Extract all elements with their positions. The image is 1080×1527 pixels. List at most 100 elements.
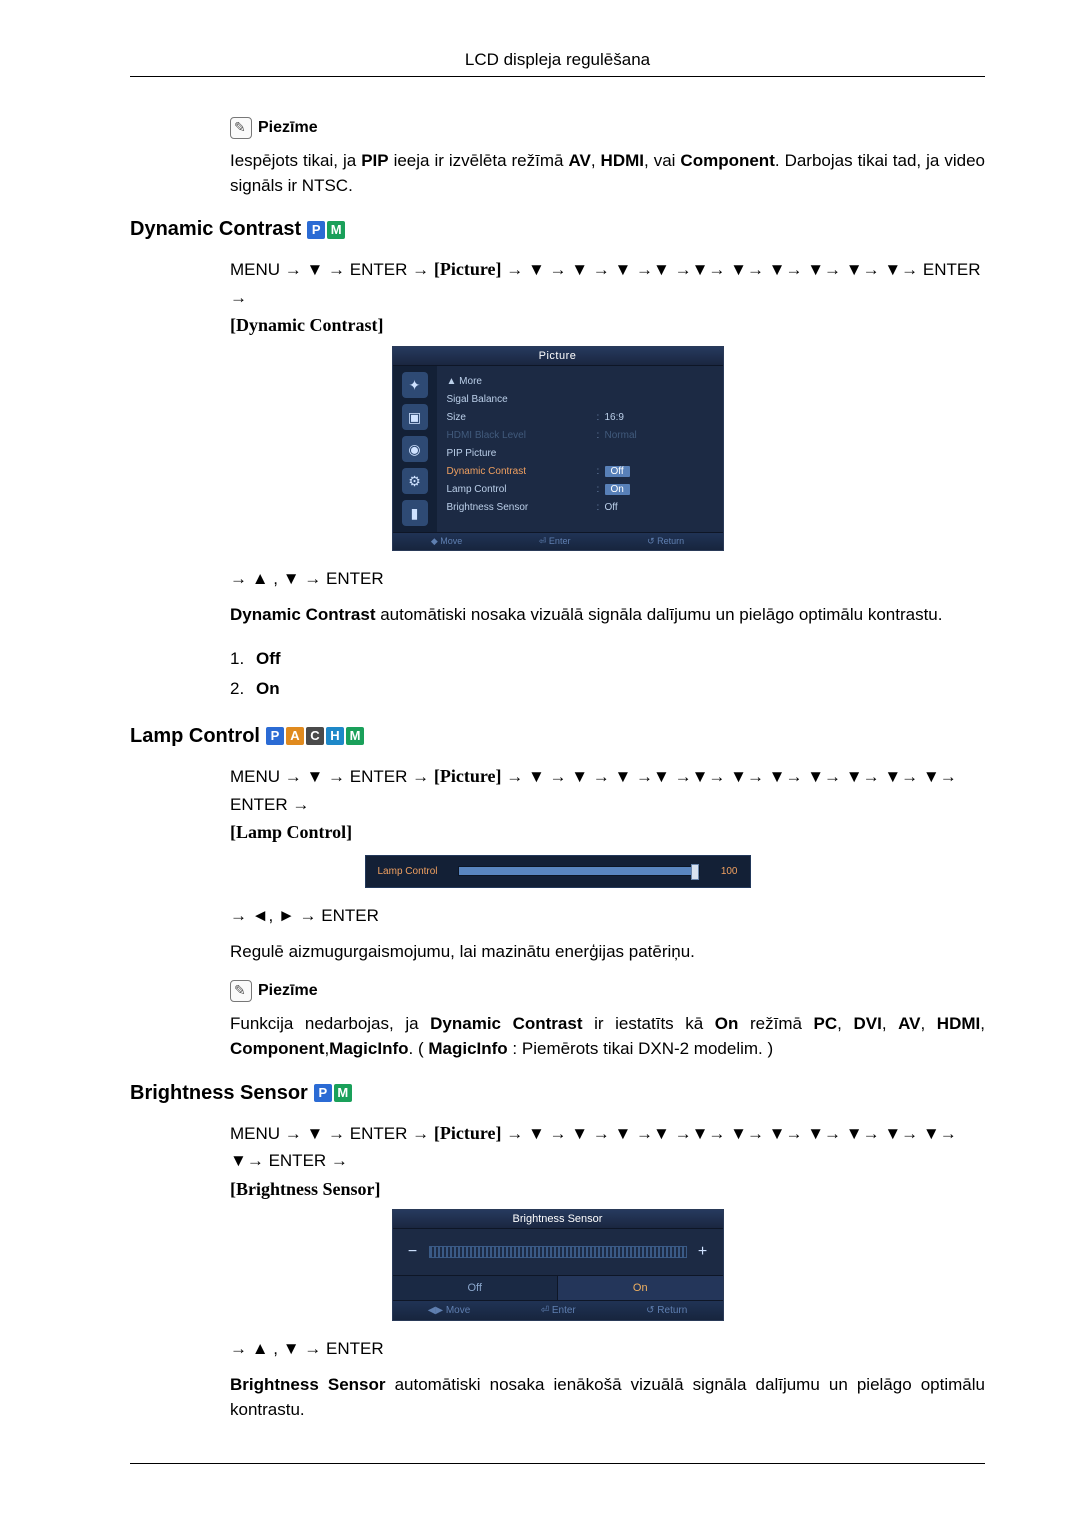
- section-title-lamp-control: Lamp Control PACHM: [130, 725, 985, 748]
- menu-prefix: MENU → ▼ → ENTER →: [230, 1124, 434, 1143]
- osd-footer-item: ⏎ Enter: [541, 1305, 576, 1316]
- plus-icon[interactable]: +: [697, 1243, 709, 1261]
- page-header: LCD displeja regulēšana: [130, 50, 985, 70]
- osd-bs-on-button[interactable]: On: [558, 1275, 723, 1300]
- osd-row[interactable]: Dynamic Contrast:Off: [447, 462, 713, 480]
- osd-side-icon[interactable]: ▮: [402, 500, 428, 526]
- osd-footer-item: ◆ Move: [431, 536, 462, 547]
- osd-row[interactable]: ▲ More: [447, 372, 713, 390]
- osd-row-label: HDMI Black Level: [447, 430, 597, 441]
- osd-side-icon[interactable]: ⚙: [402, 468, 428, 494]
- osd-row[interactable]: Size:16:9: [447, 408, 713, 426]
- menu-enter: ENTER →: [230, 795, 309, 814]
- osd-bs-buttons: Off On: [393, 1275, 723, 1300]
- osd-colon: :: [597, 466, 605, 477]
- osd-lamp-label: Lamp Control: [378, 866, 448, 877]
- osd-bs-slider-row: − +: [393, 1229, 723, 1275]
- section-title-text: Dynamic Contrast: [130, 218, 301, 241]
- osd-row[interactable]: HDMI Black Level:Normal: [447, 426, 713, 444]
- note-label: Piezīme: [258, 119, 318, 137]
- osd-brightness-sensor: Brightness Sensor − + Off On ◀▶ Move ⏎ En…: [392, 1209, 724, 1321]
- osd-row-label: PIP Picture: [447, 448, 597, 459]
- osd-picture: Picture ✦▣◉⚙▮ ▲ MoreSigal BalanceSize:16…: [392, 346, 724, 551]
- osd-row-label: Size: [447, 412, 597, 423]
- osd-side-icon[interactable]: ▣: [402, 404, 428, 430]
- bracket-term-dc: [Dynamic Contrast]: [230, 315, 383, 335]
- list-item: 2.On: [230, 674, 985, 705]
- osd-bs-title: Brightness Sensor: [393, 1210, 723, 1229]
- mode-badge: A: [286, 727, 304, 745]
- osd-row-label: Brightness Sensor: [447, 502, 597, 513]
- osd-lamp-bar[interactable]: [458, 866, 700, 876]
- badge-strip-lc: PACHM: [266, 727, 364, 745]
- mode-badge: P: [314, 1084, 332, 1102]
- osd-content: ▲ MoreSigal BalanceSize:16:9HDMI Black L…: [437, 366, 723, 532]
- section-title-text: Lamp Control: [130, 725, 260, 748]
- osd-row[interactable]: Brightness Sensor:Off: [447, 498, 713, 516]
- mode-badge: M: [346, 727, 364, 745]
- pencil-icon: [230, 117, 252, 139]
- desc-dc: Dynamic Contrast automātiski nosaka vizu…: [230, 603, 985, 628]
- desc-lc: Regulē aizmugurgaismojumu, lai mazinātu …: [230, 940, 985, 965]
- osd-lamp-fill: [459, 867, 699, 875]
- note-row: Piezīme: [230, 117, 985, 139]
- osd-row-value: Off: [605, 502, 618, 513]
- intro-note-text: Iespējots tikai, ja PIP ieeja ir izvēlēt…: [230, 149, 985, 198]
- osd-bs-footer: ◀▶ Move ⏎ Enter ↺ Return: [393, 1300, 723, 1320]
- menu-prefix: MENU → ▼ → ENTER →: [230, 767, 434, 786]
- osd-bs-slider[interactable]: [429, 1246, 687, 1258]
- osd-row-label: ▲ More: [447, 376, 597, 387]
- mode-badge: C: [306, 727, 324, 745]
- section-title-dynamic-contrast: Dynamic Contrast PM: [130, 218, 985, 241]
- osd-footer-item: ◀▶ Move: [428, 1305, 471, 1316]
- osd-row-value: Normal: [605, 430, 637, 441]
- osd-footer-item: ↺ Return: [646, 1305, 687, 1316]
- osd-footer-item: ↺ Return: [647, 536, 684, 547]
- osd-row[interactable]: Sigal Balance: [447, 390, 713, 408]
- mode-badge: M: [327, 221, 345, 239]
- menu-path-lc: MENU → ▼ → ENTER → [Picture] → ▼ → ▼ → ▼…: [230, 762, 985, 847]
- osd-side-icon[interactable]: ✦: [402, 372, 428, 398]
- osd-bs-off-button[interactable]: Off: [393, 1275, 559, 1300]
- osd-row-value: 16:9: [605, 412, 624, 423]
- osd-footer-item: ⏎ Enter: [539, 536, 571, 547]
- pencil-icon: [230, 980, 252, 1002]
- nav-line-dc: → ▲ , ▼ → ENTER: [230, 569, 985, 589]
- badge-strip-bs: PM: [314, 1084, 352, 1102]
- mode-badge: M: [334, 1084, 352, 1102]
- minus-icon[interactable]: −: [407, 1243, 419, 1261]
- osd-colon: :: [597, 412, 605, 423]
- mode-badge: H: [326, 727, 344, 745]
- osd-row-label: Lamp Control: [447, 484, 597, 495]
- picture-term: [Picture]: [434, 1123, 502, 1143]
- osd-picture-title: Picture: [393, 347, 723, 366]
- menu-enter: ENTER →: [269, 1151, 348, 1170]
- picture-term: [Picture]: [434, 766, 502, 786]
- osd-row-label: Sigal Balance: [447, 394, 597, 405]
- osd-lamp: Lamp Control 100: [365, 855, 751, 888]
- note-text-lc: Funkcija nedarbojas, ja Dynamic Contrast…: [230, 1012, 985, 1061]
- bracket-term-lc: [Lamp Control]: [230, 822, 352, 842]
- osd-footer: ◆ Move ⏎ Enter ↺ Return: [393, 532, 723, 550]
- nav-line-bs: → ▲ , ▼ → ENTER: [230, 1339, 985, 1359]
- badge-strip-dc: PM: [307, 221, 345, 239]
- mode-badge: P: [266, 727, 284, 745]
- osd-lamp-handle[interactable]: [691, 864, 699, 880]
- menu-path-bs: MENU → ▼ → ENTER → [Picture] → ▼ → ▼ → ▼…: [230, 1119, 985, 1204]
- osd-row-value: On: [605, 484, 630, 495]
- osd-side-icon[interactable]: ◉: [402, 436, 428, 462]
- picture-term: [Picture]: [434, 259, 502, 279]
- osd-row[interactable]: Lamp Control:On: [447, 480, 713, 498]
- osd-row[interactable]: PIP Picture: [447, 444, 713, 462]
- section-title-brightness-sensor: Brightness Sensor PM: [130, 1082, 985, 1105]
- osd-colon: :: [597, 502, 605, 513]
- menu-path-dc: MENU → ▼ → ENTER → [Picture] → ▼ → ▼ → ▼…: [230, 255, 985, 340]
- note-row-lc: Piezīme: [230, 980, 985, 1002]
- osd-row-label: Dynamic Contrast: [447, 466, 597, 477]
- header-rule: [130, 76, 985, 77]
- page: LCD displeja regulēšana Piezīme Iespējot…: [0, 0, 1080, 1527]
- osd-row-value: Off: [605, 466, 630, 477]
- osd-sidebar: ✦ ▣ ◉ ⚙ ▮: [393, 366, 437, 532]
- osd-lamp-value: 100: [710, 866, 738, 877]
- mode-badge: P: [307, 221, 325, 239]
